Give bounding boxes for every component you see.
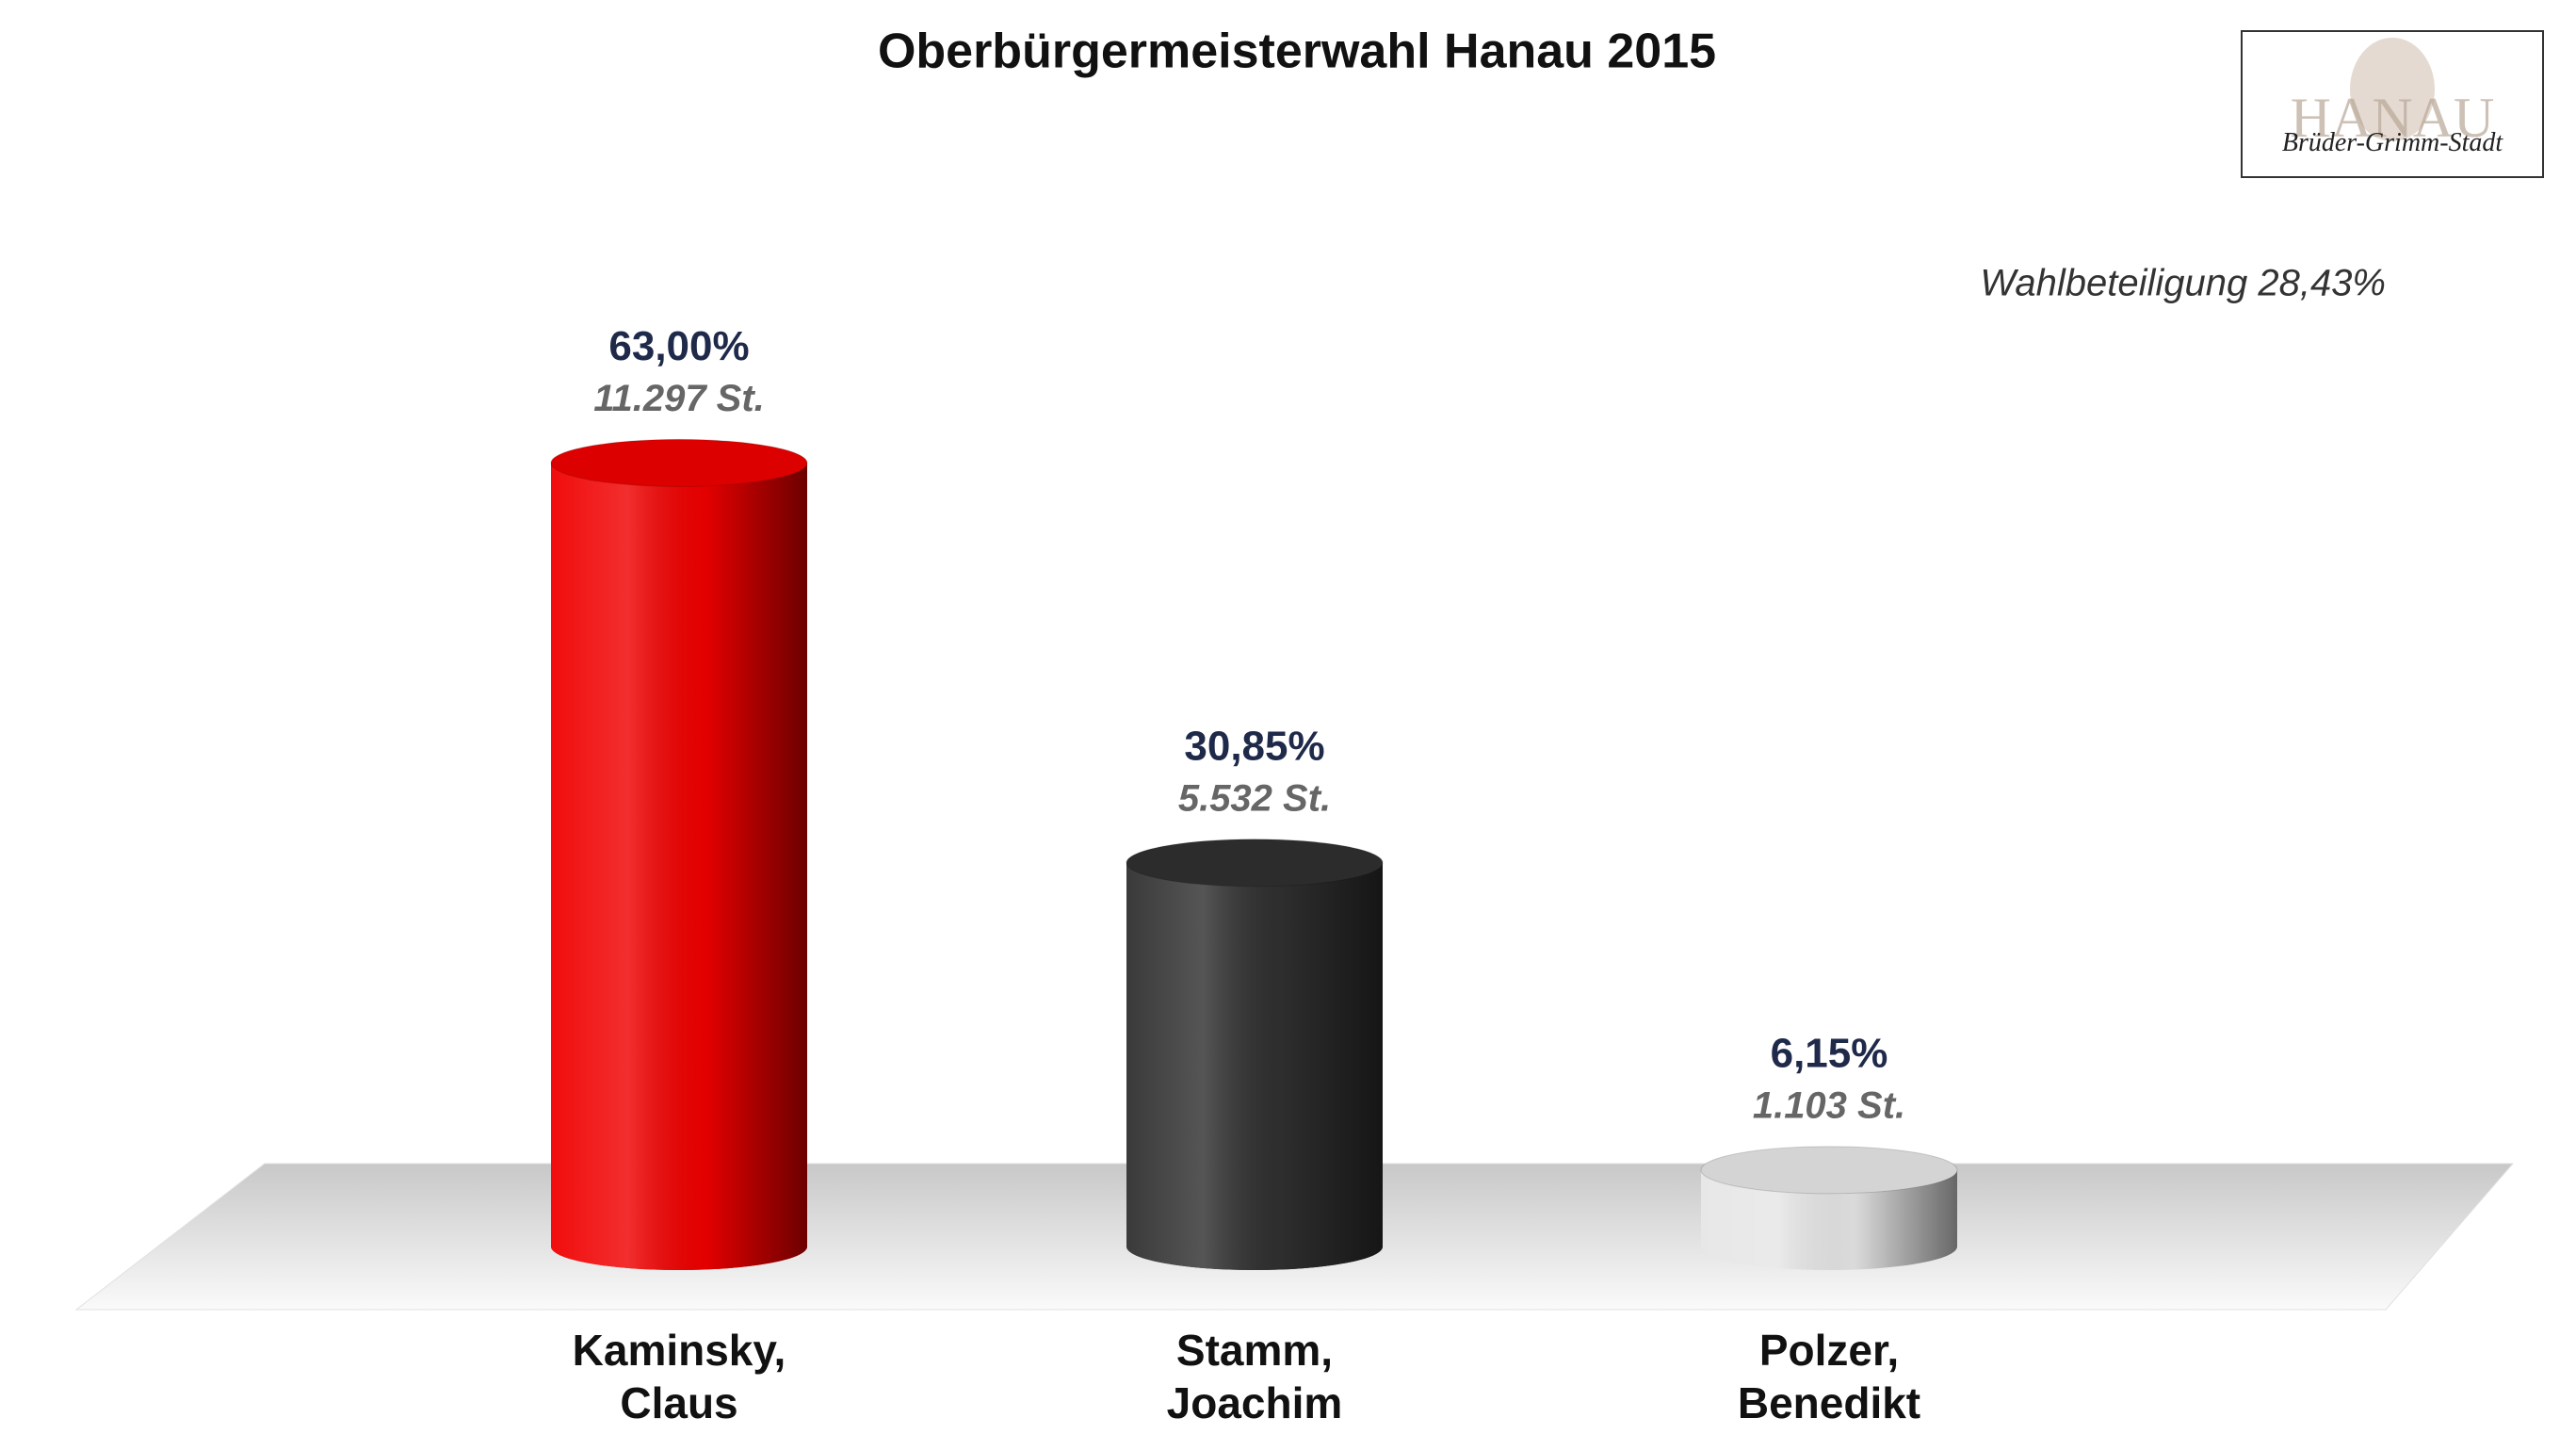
bar-shade bbox=[551, 463, 807, 1270]
bar-shade bbox=[1126, 862, 1383, 1270]
bar-top bbox=[1126, 839, 1384, 888]
value-label: 6,15% bbox=[1771, 1030, 1888, 1076]
bar-top-shade bbox=[551, 439, 807, 487]
x-tick-label: Kaminsky, Claus bbox=[572, 1326, 786, 1427]
value-label: 63,00% bbox=[608, 323, 749, 369]
bar-top-shade bbox=[1126, 839, 1383, 887]
annotation: Wahlbeteiligung 28,43% bbox=[1980, 263, 2386, 304]
bar-top-shade bbox=[1701, 1146, 1957, 1194]
vote-label: 1.103 St. bbox=[1753, 1084, 1905, 1126]
value-label: 30,85% bbox=[1184, 723, 1324, 769]
bar-top bbox=[1700, 1146, 1958, 1195]
logo-portrait bbox=[2350, 38, 2435, 141]
bar-top bbox=[550, 438, 808, 487]
vote-label: 11.297 St. bbox=[593, 378, 765, 419]
bar-shade bbox=[1701, 1169, 1957, 1270]
x-tick-label: Polzer, Benedikt bbox=[1737, 1326, 1921, 1427]
logo-text: HANAU bbox=[2291, 87, 2495, 149]
vote-label: 5.532 St. bbox=[1178, 777, 1331, 819]
chart-title: Oberbürgermeisterwahl Hanau 2015 bbox=[878, 24, 1716, 79]
x-tick-label: Stamm, Joachim bbox=[1166, 1326, 1343, 1427]
logo-subtitle: Brüder-Grimm-Stadt bbox=[2282, 128, 2504, 157]
logo: HANAU Brüder-Grimm-Stadt bbox=[2241, 30, 2544, 178]
